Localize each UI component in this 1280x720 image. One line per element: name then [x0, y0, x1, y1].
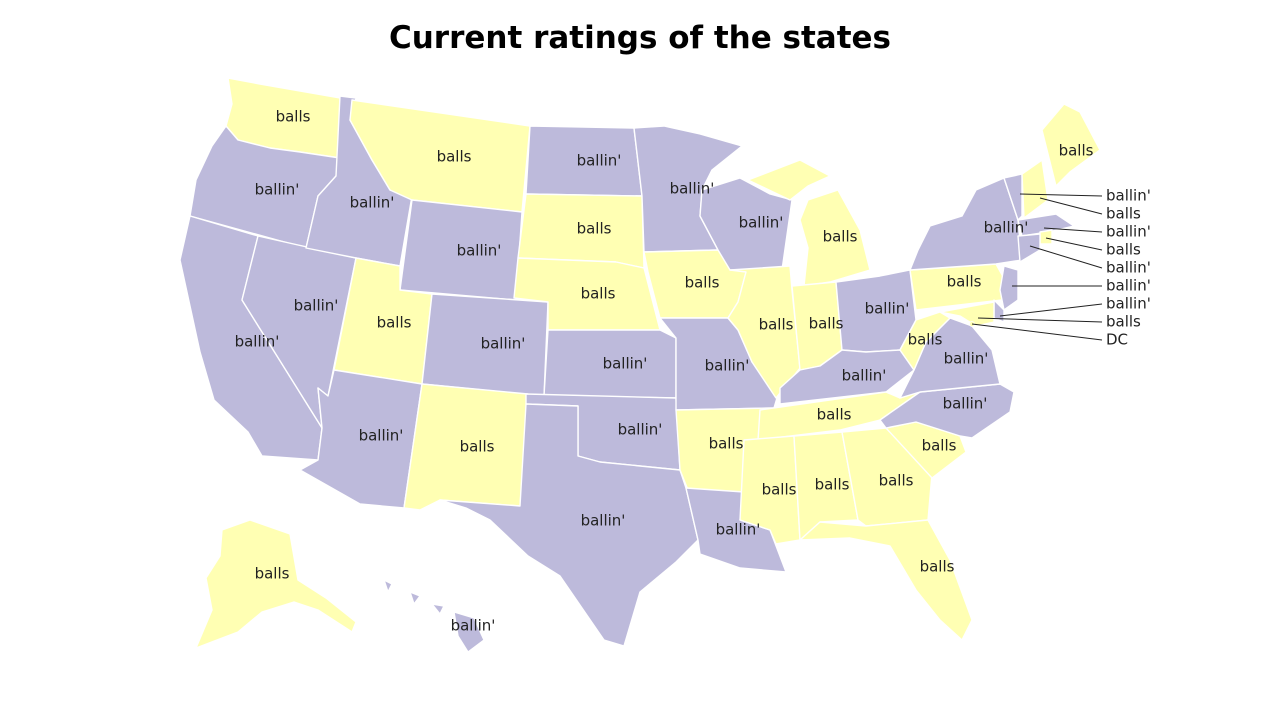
state-al [793, 431, 859, 541]
state-label-ca: ballin' [235, 333, 280, 351]
state-label-ga: balls [879, 472, 914, 490]
state-label-hi: ballin' [451, 617, 496, 635]
state-label-co: ballin' [481, 335, 526, 353]
state-label-wi: ballin' [739, 214, 784, 232]
state-label-ok: ballin' [618, 421, 663, 439]
state-label-ks: ballin' [603, 355, 648, 373]
state-label-sd: balls [577, 220, 612, 238]
state-label-ne: balls [581, 285, 616, 303]
leader-line-ri [1045, 237, 1103, 251]
callout-label-de: ballin' [1106, 295, 1151, 313]
leader-line-vt [1019, 193, 1103, 197]
callout-label-ma: ballin' [1106, 223, 1151, 241]
state-label-wa: balls [276, 108, 311, 126]
callout-label-dc: DC [1106, 331, 1128, 349]
state-label-mt: balls [437, 148, 472, 166]
state-label-ms: balls [762, 481, 797, 499]
state-nj [999, 265, 1019, 311]
callout-label-ri: balls [1106, 241, 1141, 259]
state-label-in: balls [809, 315, 844, 333]
state-label-ak: balls [255, 565, 290, 583]
state-label-mi: balls [823, 228, 858, 246]
state-ri [1039, 229, 1053, 245]
leader-line-dc [971, 323, 1103, 341]
state-label-mn: ballin' [670, 180, 715, 198]
state-me [1041, 103, 1101, 187]
state-label-fl: balls [920, 558, 955, 576]
state-tx [439, 403, 699, 647]
callout-label-ct: ballin' [1106, 259, 1151, 277]
state-nh [1021, 159, 1049, 219]
leader-line-ma [1043, 227, 1103, 233]
state-label-sc: balls [922, 437, 957, 455]
state-label-nc: ballin' [943, 395, 988, 413]
state-il [727, 265, 801, 399]
state-label-ut: balls [377, 314, 412, 332]
state-label-az: ballin' [359, 427, 404, 445]
state-label-nv: ballin' [294, 297, 339, 315]
leader-line-nh [1039, 197, 1103, 215]
state-label-va: ballin' [944, 350, 989, 368]
state-vt [1003, 173, 1023, 221]
state-fl [799, 519, 973, 641]
callout-label-nj: ballin' [1106, 277, 1151, 295]
state-label-pa: balls [947, 273, 982, 291]
state-label-tn: balls [817, 406, 852, 424]
state-label-ar: balls [709, 435, 744, 453]
state-ct [1017, 233, 1041, 263]
state-ak [195, 519, 357, 649]
state-label-al: balls [815, 476, 850, 494]
state-label-tx: ballin' [581, 512, 626, 530]
state-label-me: balls [1059, 142, 1094, 160]
state-label-nd: ballin' [577, 152, 622, 170]
callout-label-nh: balls [1106, 205, 1141, 223]
state-label-nm: balls [460, 438, 495, 456]
leader-line-ct [1029, 245, 1103, 269]
state-ky [779, 349, 915, 405]
state-label-il: balls [759, 316, 794, 334]
state-label-id: ballin' [350, 194, 395, 212]
state-label-ky: ballin' [842, 367, 887, 385]
state-label-oh: ballin' [865, 300, 910, 318]
callout-label-md: balls [1106, 313, 1141, 331]
state-label-wv: balls [908, 331, 943, 349]
state-label-la: ballin' [716, 521, 761, 539]
state-label-or: ballin' [255, 181, 300, 199]
state-label-ia: balls [685, 274, 720, 292]
map-title: Current ratings of the states [388, 20, 892, 56]
state-label-ny: ballin' [984, 219, 1029, 237]
leader-line-de [999, 303, 1103, 317]
callout-label-vt: ballin' [1106, 187, 1151, 205]
state-label-wy: ballin' [457, 242, 502, 260]
leader-line-md [977, 317, 1103, 323]
state-label-mo: ballin' [705, 357, 750, 375]
state-wv [899, 311, 951, 371]
state-md [939, 301, 995, 327]
state-hi [383, 579, 485, 653]
